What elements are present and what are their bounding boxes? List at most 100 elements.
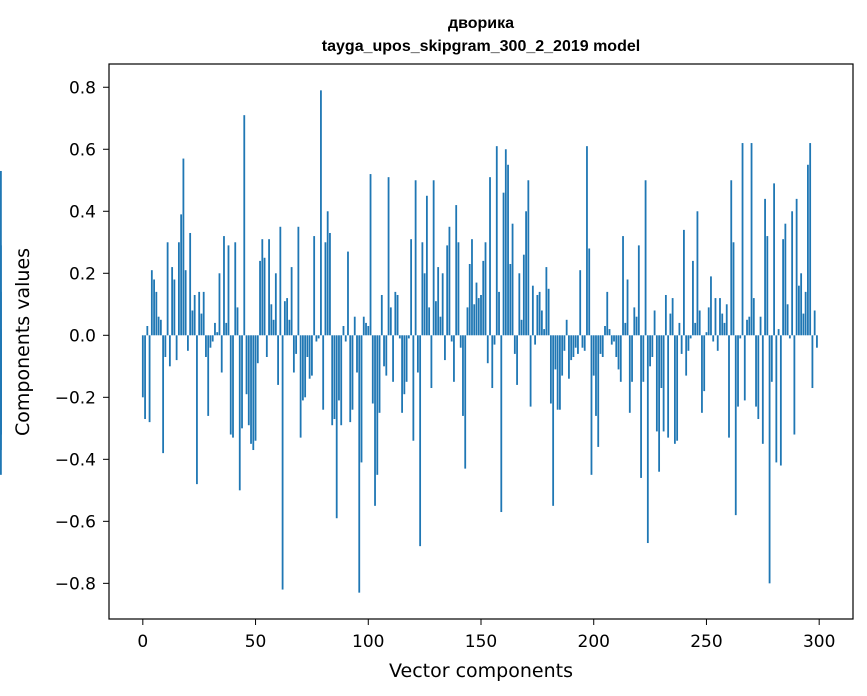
bar-238	[678, 322, 681, 336]
bar-104	[376, 335, 379, 475]
bar-270	[750, 143, 753, 336]
bar-254	[714, 298, 717, 336]
bar-242	[687, 335, 690, 351]
bar-222	[642, 335, 645, 382]
bar-151	[482, 260, 485, 336]
bar-85	[333, 335, 336, 420]
bar-52	[259, 260, 261, 336]
bar-2	[146, 326, 149, 336]
bar-175	[536, 294, 539, 336]
bar-66	[290, 267, 293, 336]
bar-93	[351, 335, 354, 410]
bar-112	[394, 291, 397, 336]
bar-13	[171, 267, 174, 336]
bar-51	[256, 335, 259, 364]
bar-223	[644, 180, 647, 336]
bar-83	[329, 232, 331, 336]
bar-246	[696, 211, 699, 336]
bar-81	[324, 242, 327, 336]
bar-280	[773, 183, 775, 336]
bar-284	[782, 239, 785, 336]
bar-111	[392, 335, 394, 382]
x-tick-label: 250	[690, 632, 722, 652]
bar-60	[277, 335, 279, 385]
bar-100	[367, 326, 370, 336]
y-axis-label: Components values	[12, 248, 34, 436]
x-axis-label: Vector components	[389, 660, 573, 682]
bar-181	[549, 335, 552, 404]
bar-192	[574, 335, 577, 348]
bar-249	[703, 335, 706, 392]
bar-257	[721, 313, 724, 336]
bar-164	[511, 223, 514, 336]
x-axis: 0 50 100 150 200 250 300	[137, 619, 835, 652]
bar-106	[380, 294, 383, 336]
bar-206	[606, 291, 609, 336]
bar-29	[207, 335, 210, 416]
bar-74	[308, 335, 311, 379]
bar-129	[432, 180, 435, 336]
bar-126	[425, 195, 428, 336]
bar-87	[338, 335, 340, 401]
bar-208	[610, 335, 613, 345]
bar-190	[570, 335, 573, 361]
bar-132	[439, 316, 442, 336]
bar-63	[283, 301, 286, 336]
bar-141	[459, 335, 462, 348]
y-tick-label: −0.4	[55, 450, 96, 470]
x-tick-label: 100	[352, 632, 384, 652]
bar-228	[655, 335, 658, 432]
bar-47	[247, 335, 250, 426]
bar-56	[268, 239, 270, 336]
bar-272	[755, 335, 757, 407]
bar-261	[730, 180, 733, 336]
bar-127	[428, 307, 431, 336]
bar-256	[719, 298, 721, 336]
bar-35	[220, 335, 223, 373]
bar-236	[673, 335, 676, 444]
bar-114	[398, 335, 401, 339]
bar-241	[685, 335, 688, 376]
bar-28	[205, 335, 207, 357]
bar-291	[797, 285, 800, 336]
bar-174	[534, 335, 537, 345]
bar-188	[565, 319, 568, 336]
bar-139	[455, 205, 458, 336]
bar-21	[189, 232, 192, 336]
bar-69	[297, 226, 300, 336]
bar-119	[410, 239, 413, 336]
bar-98	[362, 316, 365, 336]
bar-116	[403, 335, 406, 395]
bar-182	[552, 335, 555, 506]
bar-281	[775, 335, 778, 463]
bar-10	[164, 335, 167, 357]
y-tick-label: 0.4	[69, 202, 96, 222]
bar-186	[561, 335, 564, 376]
bar-289	[793, 335, 796, 435]
bar-103	[374, 335, 376, 506]
bar-117	[405, 335, 408, 382]
bar-163	[509, 263, 512, 336]
bar-142	[462, 335, 464, 416]
bar-250	[705, 332, 708, 336]
bar-283	[779, 335, 782, 466]
bar-53	[261, 239, 264, 336]
bar-227	[653, 310, 656, 336]
bar-220	[637, 245, 640, 336]
y-axis: −0.8 −0.6 −0.4 −0.2 0.0 0.2 0.4 0.6 0.8	[55, 78, 109, 594]
bar-156	[493, 335, 496, 345]
bar-295	[807, 164, 809, 336]
bar-212	[619, 335, 622, 382]
bar-140	[457, 242, 460, 336]
bar-15	[175, 335, 178, 361]
bar-273	[757, 335, 760, 420]
bar-33	[216, 332, 219, 336]
bar-150	[480, 294, 482, 336]
y-tick-label: 0.2	[69, 264, 96, 284]
bar-138	[453, 335, 455, 382]
bar-178	[543, 329, 546, 336]
bar-253	[712, 335, 715, 342]
bar-122	[416, 335, 419, 373]
bar-274	[759, 316, 762, 336]
